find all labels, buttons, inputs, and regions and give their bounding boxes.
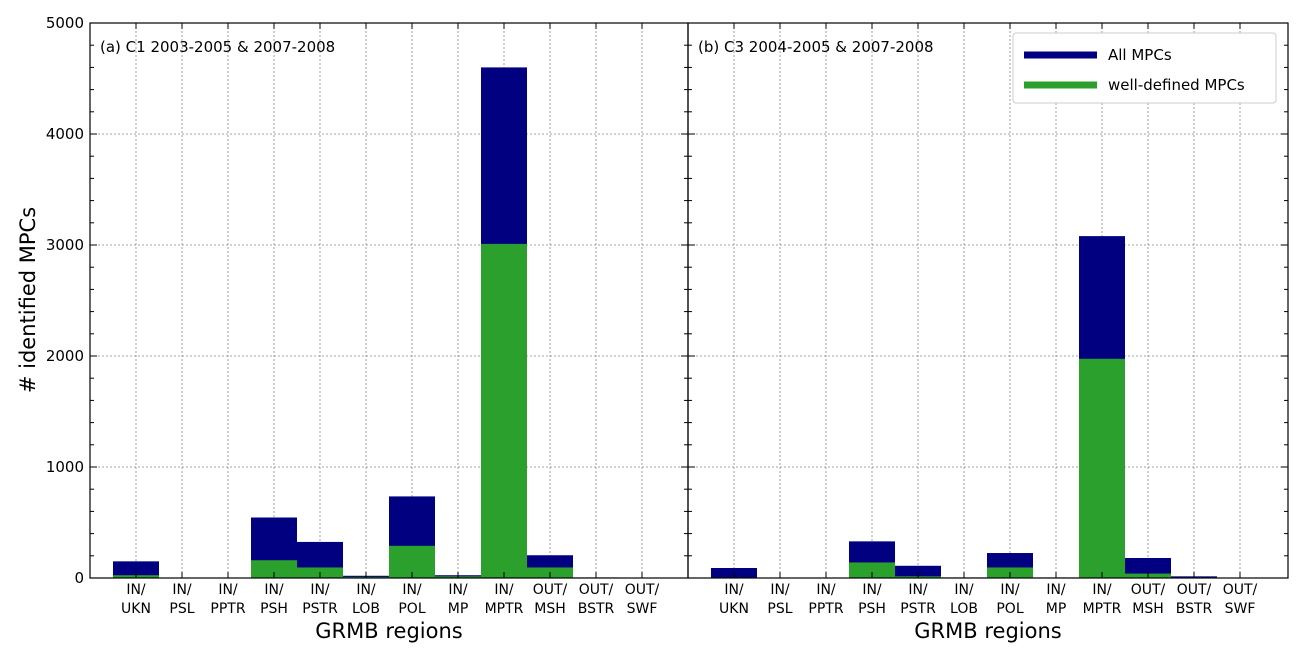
x-tick-label: IN/ [862,582,882,598]
x-tick-label: MP [1046,601,1067,617]
bar-well-defined-mpcs [849,562,895,578]
x-tick-label: IN/ [494,582,514,598]
x-tick-label: PSL [767,601,792,617]
x-tick-label: PPTR [808,601,843,617]
y-tick-label: 2000 [46,347,84,365]
panel-title: (b) C3 2004-2005 & 2007-2008 [698,38,934,56]
x-tick-label: IN/ [310,582,330,598]
y-tick-label: 5000 [46,14,84,32]
panel-b: IN/UKN IN/PSL IN/PPTR IN/PSH IN/PSTR IN/LOB IN… [687,22,1289,643]
plot-frame [89,22,689,579]
x-tick-label: MP [448,601,469,617]
bar-well-defined-mpcs [251,560,297,578]
x-tick-label: OUT/ [1177,582,1212,598]
x-tick-label: IN/ [908,582,928,598]
legend: All MPCs well-defined MPCs [1012,32,1277,104]
x-tick-label: IN/ [126,582,146,598]
x-tick-label: LOB [950,601,978,617]
bar-well-defined-mpcs [481,243,527,578]
x-axis-label: GRMB regions [315,619,462,643]
x-tick-label: IN/ [356,582,376,598]
grid [688,23,1288,578]
x-tick-label: PSTR [900,601,936,617]
y-ticks [90,22,688,579]
x-tick-label: PSH [858,601,886,617]
x-tick-label: PPTR [210,601,245,617]
x-tick-label: IN/ [402,582,422,598]
y-axis-label: # identified MPCs [16,207,40,393]
bars [113,67,619,579]
bar-well-defined-mpcs [1079,358,1125,578]
x-axis-label: GRMB regions [914,619,1061,643]
x-tick-label: PSL [169,601,194,617]
x-tick-label: IN/ [448,582,468,598]
y-tick-label: 3000 [46,236,84,254]
x-tick-label: IN/ [1046,582,1066,598]
x-tick-label: MSH [534,601,566,617]
y-ticks [688,22,1288,579]
plot-frame [687,22,1289,579]
x-tick-label: UKN [719,601,749,617]
x-tick-label: UKN [121,601,151,617]
x-tick-label: IN/ [218,582,238,598]
y-tick-label: 4000 [46,125,84,143]
x-tick-label: SWF [627,601,658,617]
x-tick-label: OUT/ [1223,582,1258,598]
grid [90,23,688,578]
x-tick-label: SWF [1225,601,1256,617]
bar-all-mpcs [895,565,941,578]
x-tick-label: MPTR [1083,601,1122,617]
legend-label: well-defined MPCs [1108,76,1245,94]
panel-a: 0 1000 2000 3000 4000 5000 IN/UKN IN/PSL IN/PPTR… [46,14,689,643]
x-tick-label: POL [996,601,1023,617]
x-tick-label: OUT/ [1131,582,1166,598]
x-tick-label: IN/ [264,582,284,598]
x-tick-label: OUT/ [533,582,568,598]
x-tick-label: IN/ [1092,582,1112,598]
x-tick-label: BSTR [578,601,615,617]
x-tick-label: IN/ [1000,582,1020,598]
bar-all-mpcs [113,561,159,578]
x-tick-label: MPTR [485,601,524,617]
x-tick-label: IN/ [172,582,192,598]
y-tick-label: 0 [74,569,84,587]
x-tick-label: IN/ [770,582,790,598]
x-tick-label: BSTR [1176,601,1213,617]
x-tick-label: IN/ [816,582,836,598]
x-tick-label: MSH [1132,601,1164,617]
y-tick-label: 1000 [46,458,84,476]
legend-label: All MPCs [1108,46,1172,64]
x-tick-label: OUT/ [625,582,660,598]
x-tick-label: IN/ [954,582,974,598]
x-tick-label: IN/ [724,582,744,598]
x-tick-label: OUT/ [579,582,614,598]
x-tick-label: PSH [260,601,288,617]
x-tick-label: LOB [352,601,380,617]
x-tick-label: POL [398,601,425,617]
bar-all-mpcs [1125,558,1171,578]
panel-title: (a) C1 2003-2005 & 2007-2008 [100,38,335,56]
x-tick-label: PSTR [302,601,338,617]
